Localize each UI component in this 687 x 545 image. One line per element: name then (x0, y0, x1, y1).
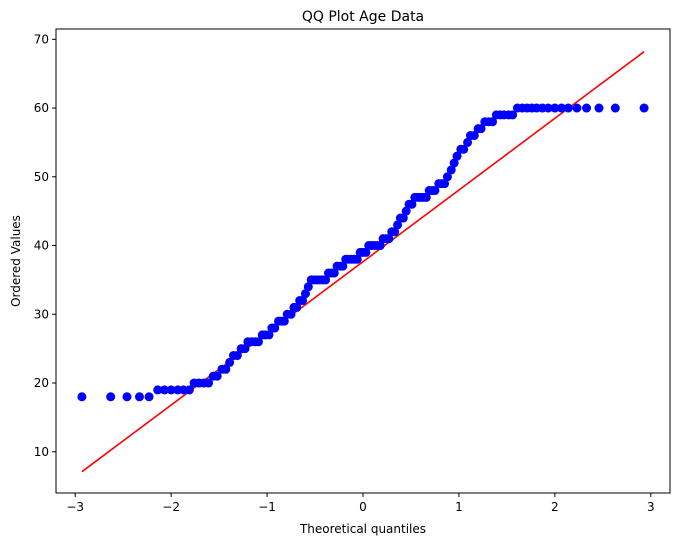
data-point (488, 117, 498, 127)
data-point (594, 103, 604, 113)
data-point (300, 289, 310, 299)
data-point (166, 385, 176, 395)
data-point (557, 103, 567, 113)
data-point (459, 144, 469, 154)
data-point (452, 151, 462, 161)
data-point (361, 247, 371, 257)
y-axis-title: Ordered Values (9, 215, 23, 307)
data-point (292, 302, 302, 312)
data-point (639, 103, 649, 113)
data-point (338, 261, 348, 271)
data-point (240, 344, 250, 354)
data-point (134, 392, 144, 402)
x-tick-label: 1 (455, 500, 463, 514)
data-point (446, 165, 456, 175)
data-point (184, 385, 194, 395)
data-point (469, 131, 479, 141)
data-point (563, 103, 573, 113)
y-tick-label: 10 (34, 445, 49, 459)
data-point (253, 337, 263, 347)
data-point (264, 330, 274, 340)
y-tick-label: 50 (34, 170, 49, 184)
data-point (476, 124, 486, 134)
data-point (543, 103, 553, 113)
data-point (221, 364, 231, 374)
data-point (610, 103, 620, 113)
x-tick-label: −2 (162, 500, 180, 514)
y-tick-label: 60 (34, 101, 49, 115)
data-point (384, 234, 394, 244)
data-point (463, 137, 473, 147)
data-point (144, 392, 154, 402)
points-layer (77, 103, 649, 402)
data-point (401, 206, 411, 216)
data-point (375, 241, 385, 251)
data-point (407, 199, 417, 209)
x-tick-label: 2 (551, 500, 559, 514)
data-point (440, 179, 450, 189)
x-axis-title: Theoretical quantiles (299, 522, 426, 536)
y-tick-label: 70 (34, 32, 49, 46)
x-tick-label: −1 (258, 500, 276, 514)
y-tick-label: 20 (34, 376, 49, 390)
data-point (329, 268, 339, 278)
data-point (159, 385, 169, 395)
data-point (508, 110, 518, 120)
data-point (442, 172, 452, 182)
data-point (106, 392, 116, 402)
ticks-layer: −3 −2 −1 0 1 2 3 10 20 30 40 50 60 70 (34, 32, 655, 514)
data-point (279, 316, 289, 326)
data-point (232, 351, 242, 361)
data-point (225, 357, 235, 367)
data-point (204, 378, 214, 388)
x-tick-label: 3 (647, 500, 655, 514)
data-point (421, 192, 431, 202)
data-point (270, 323, 280, 333)
data-point (153, 385, 163, 395)
y-tick-label: 40 (34, 239, 49, 253)
data-point (212, 371, 222, 381)
data-point (303, 282, 313, 292)
data-point (352, 254, 362, 264)
data-point (77, 392, 87, 402)
data-point (390, 227, 400, 237)
data-point (393, 220, 403, 230)
data-point (298, 296, 308, 306)
data-point (398, 213, 408, 223)
data-point (550, 103, 560, 113)
chart-title: QQ Plot Age Data (302, 9, 424, 25)
x-tick-label: −3 (66, 500, 84, 514)
data-point (582, 103, 592, 113)
x-tick-label: 0 (359, 500, 367, 514)
data-point (572, 103, 582, 113)
fit-line-layer (81, 51, 645, 473)
data-point (286, 309, 296, 319)
plot-frame (55, 28, 671, 494)
reference-line (81, 51, 645, 473)
data-point (430, 186, 440, 196)
y-tick-label: 30 (34, 307, 49, 321)
data-point (321, 275, 331, 285)
data-point (449, 158, 459, 168)
data-point (122, 392, 132, 402)
